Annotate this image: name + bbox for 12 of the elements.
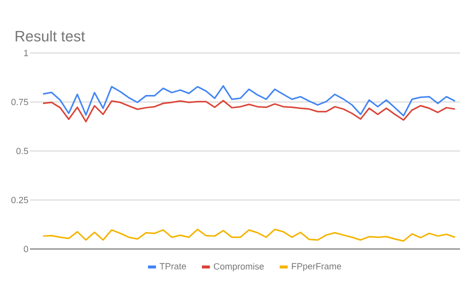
chart-title: Result test (16, 30, 85, 42)
y-tick-label: 0.5 (16, 148, 28, 154)
line-series (42, 100, 456, 122)
legend-label: TPrate (160, 263, 186, 270)
y-tick-label: 1 (24, 50, 28, 56)
line-series (42, 228, 456, 242)
y-tick-label: 0.75 (11, 98, 28, 106)
y-tick-label: 0.25 (11, 196, 28, 204)
legend-label: FPperFrame (292, 263, 342, 272)
legend-label: Compromise (214, 262, 264, 272)
line-series (42, 85, 456, 116)
y-tick-label: 0 (24, 246, 28, 252)
